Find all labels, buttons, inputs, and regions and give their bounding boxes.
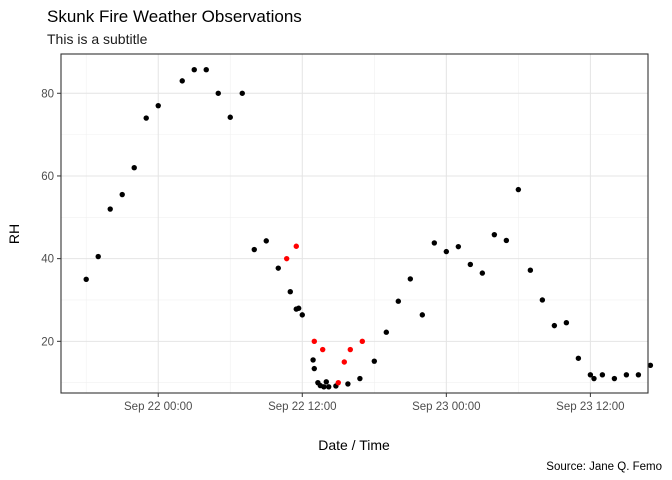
data-point: [179, 78, 185, 84]
data-point: [563, 320, 570, 326]
data-point: [491, 231, 498, 238]
data-point: [325, 384, 332, 390]
data-point: [310, 357, 316, 363]
x-tick-label: Sep 23 12:00: [556, 401, 624, 413]
data-point: [443, 248, 450, 255]
grid: [61, 54, 648, 393]
data-point: [275, 265, 281, 271]
chart-caption: Source: Jane Q. Femo: [546, 461, 662, 473]
data-point: [311, 365, 317, 372]
data-point: [647, 362, 654, 369]
panel-border: [60, 53, 649, 394]
x-tick-label: Sep 23 00:00: [412, 401, 480, 413]
data-point-flagged: [335, 379, 341, 386]
axis-ticks: 20 40 60 80 Sep 22 00:00 Sep 22 12:00 Sep 23 0…: [41, 88, 624, 413]
data-point: [431, 240, 438, 246]
data-point: [539, 297, 546, 303]
data-point: [131, 164, 137, 171]
data-point: [83, 276, 89, 283]
data-point: [295, 305, 302, 311]
data-point: [299, 312, 305, 318]
x-axis-title: Date / Time: [318, 437, 390, 453]
data-point-flagged: [359, 338, 366, 345]
data-point-flagged: [319, 346, 326, 353]
data-point: [527, 267, 534, 273]
data-point: [203, 67, 209, 73]
data-point: [251, 246, 257, 253]
data-points: [83, 67, 654, 390]
data-point: [287, 289, 293, 295]
y-tick-label: 60: [41, 171, 54, 183]
y-tick-label: 20: [41, 336, 54, 348]
data-point: [407, 276, 414, 282]
data-point: [95, 253, 101, 260]
data-point: [357, 375, 363, 382]
data-point: [107, 206, 113, 212]
data-point: [611, 375, 618, 382]
data-point: [119, 191, 125, 198]
data-point: [323, 379, 329, 385]
data-point: [591, 375, 597, 382]
data-point: [623, 372, 630, 378]
chart-title: Skunk Fire Weather Observations: [47, 7, 302, 26]
data-point: [575, 355, 582, 361]
data-point: [587, 372, 594, 378]
data-point: [263, 238, 269, 244]
x-tick-label: Sep 22 00:00: [124, 401, 192, 413]
data-point: [191, 67, 197, 73]
data-point-flagged: [283, 255, 290, 262]
data-point: [345, 381, 351, 387]
x-tick-label: Sep 22 12:00: [268, 401, 336, 413]
data-point: [635, 372, 642, 378]
data-point-flagged: [347, 346, 353, 353]
data-point: [467, 261, 474, 268]
chart-subtitle: This is a subtitle: [47, 31, 148, 47]
data-point: [239, 90, 245, 96]
data-point: [383, 329, 390, 335]
data-point-flagged: [341, 359, 347, 365]
y-tick-label: 80: [41, 88, 54, 100]
data-point: [503, 237, 510, 244]
y-axis-title: RH: [6, 224, 22, 244]
data-point: [395, 298, 402, 304]
data-point: [227, 114, 233, 120]
data-point: [215, 90, 221, 96]
data-point: [419, 312, 426, 318]
data-point: [155, 102, 161, 109]
data-point: [599, 372, 606, 378]
data-point: [515, 186, 522, 193]
data-point: [143, 115, 149, 121]
data-point: [455, 243, 462, 250]
data-point-flagged: [311, 338, 317, 345]
data-point: [371, 358, 378, 364]
data-point-flagged: [293, 243, 299, 249]
data-point: [321, 384, 327, 390]
data-point: [551, 322, 558, 329]
y-tick-label: 40: [41, 254, 54, 266]
data-point: [479, 270, 486, 276]
